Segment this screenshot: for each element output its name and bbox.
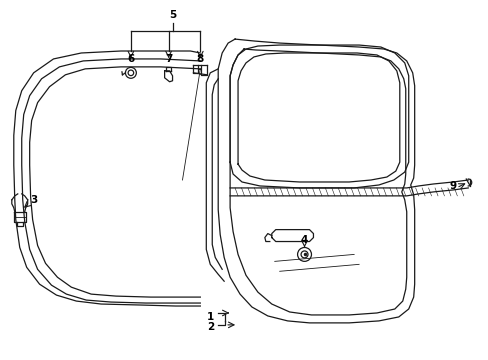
Text: 6: 6 bbox=[127, 54, 134, 64]
Text: 1: 1 bbox=[206, 312, 213, 322]
Text: 3: 3 bbox=[30, 195, 37, 205]
Text: 2: 2 bbox=[206, 322, 213, 332]
Text: 5: 5 bbox=[168, 10, 176, 20]
Text: 7: 7 bbox=[164, 54, 172, 64]
Text: 8: 8 bbox=[196, 54, 203, 64]
Text: 9: 9 bbox=[449, 181, 456, 191]
Text: 4: 4 bbox=[300, 234, 307, 244]
